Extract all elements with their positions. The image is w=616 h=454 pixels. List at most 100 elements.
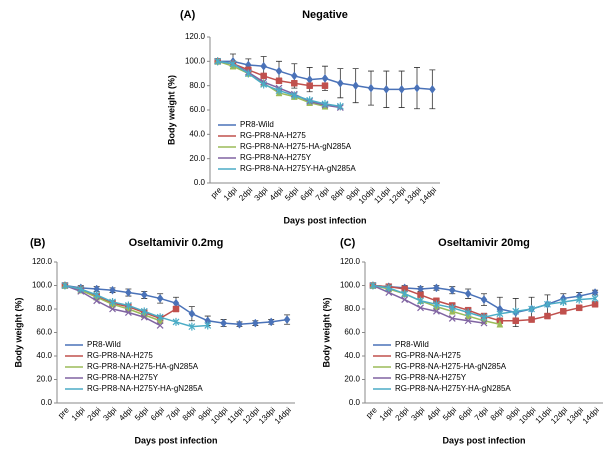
chart-title: Oseltamivir 0.2mg bbox=[129, 237, 224, 249]
data-point bbox=[156, 294, 164, 303]
legend-label: RG-PR8-NA-H275Y-HA-gN285A bbox=[87, 384, 203, 393]
data-point bbox=[401, 296, 409, 304]
y-tick-label: 100.0 bbox=[340, 281, 361, 290]
data-point bbox=[464, 317, 472, 325]
y-tick-label: 120.0 bbox=[32, 257, 53, 266]
x-tick-label: 12dpi bbox=[241, 405, 261, 425]
data-point bbox=[528, 316, 535, 323]
x-axis-label: Days post infection bbox=[283, 215, 366, 225]
y-tick-label: 120.0 bbox=[340, 257, 361, 266]
x-tick-label: 4dpi bbox=[117, 405, 134, 422]
x-tick-label: 10dpi bbox=[357, 185, 377, 205]
data-point bbox=[401, 285, 408, 293]
data-point bbox=[267, 317, 275, 327]
legend-label: PR8-Wild bbox=[87, 340, 121, 349]
x-tick-label: 13dpi bbox=[257, 405, 277, 425]
data-point bbox=[417, 304, 424, 312]
x-tick-label: 8dpi bbox=[329, 185, 346, 202]
chart-title: Negative bbox=[302, 9, 348, 21]
legend-label: RG-PR8-NA-H275 bbox=[395, 351, 461, 360]
x-tick-label: 7dpi bbox=[473, 405, 490, 422]
x-tick-label: 14dpi bbox=[581, 405, 601, 425]
data-point bbox=[429, 84, 436, 94]
data-point bbox=[61, 281, 69, 290]
data-point bbox=[591, 294, 599, 303]
y-tick-label: 0.0 bbox=[41, 398, 53, 407]
data-point bbox=[528, 305, 536, 313]
data-point bbox=[559, 297, 567, 306]
data-point bbox=[417, 296, 424, 305]
x-tick-label: 2dpi bbox=[237, 185, 254, 202]
data-point bbox=[109, 285, 116, 295]
x-tick-label: pre bbox=[56, 405, 71, 420]
data-point bbox=[109, 305, 116, 313]
y-tick-label: 20.0 bbox=[344, 375, 360, 384]
data-point bbox=[575, 304, 583, 312]
data-point bbox=[291, 79, 298, 87]
data-point bbox=[275, 86, 283, 95]
data-point bbox=[291, 71, 298, 81]
data-point bbox=[385, 283, 393, 292]
x-tick-label: 2dpi bbox=[86, 405, 103, 422]
y-tick-label: 40.0 bbox=[36, 351, 52, 360]
data-point bbox=[398, 84, 405, 94]
x-tick-label: 13dpi bbox=[565, 405, 585, 425]
data-point bbox=[77, 285, 85, 294]
x-tick-label: 14dpi bbox=[273, 405, 293, 425]
y-tick-label: 40.0 bbox=[189, 129, 205, 138]
data-point bbox=[275, 77, 283, 85]
legend-label: RG-PR8-NA-H275 bbox=[87, 351, 153, 360]
legend-label: RG-PR8-NA-H275Y-HA-gN285A bbox=[240, 164, 356, 173]
data-point bbox=[260, 80, 268, 89]
data-point bbox=[109, 297, 116, 306]
y-tick-label: 60.0 bbox=[189, 105, 205, 114]
data-point bbox=[544, 312, 551, 320]
x-tick-label: 6dpi bbox=[299, 185, 316, 202]
data-point bbox=[172, 305, 180, 313]
y-tick-label: 100.0 bbox=[32, 281, 53, 290]
y-tick-label: 20.0 bbox=[36, 375, 52, 384]
x-tick-label: 5dpi bbox=[441, 405, 458, 422]
data-point bbox=[140, 290, 148, 300]
data-point bbox=[156, 313, 164, 322]
legend-label: RG-PR8-NA-H275Y-HA-gN285A bbox=[395, 384, 511, 393]
y-axis-label: Body weight (%) bbox=[321, 298, 331, 368]
y-tick-label: 60.0 bbox=[36, 328, 52, 337]
y-tick-label: 100.0 bbox=[185, 56, 206, 65]
x-tick-label: 1dpi bbox=[70, 405, 87, 422]
data-point bbox=[290, 91, 298, 100]
data-point bbox=[275, 66, 283, 76]
data-point bbox=[383, 84, 390, 94]
data-point bbox=[188, 322, 196, 331]
data-point bbox=[124, 309, 132, 316]
x-tick-label: 5dpi bbox=[133, 405, 150, 422]
data-point bbox=[306, 75, 313, 84]
y-tick-label: 60.0 bbox=[344, 328, 360, 337]
y-tick-label: 80.0 bbox=[189, 81, 205, 90]
panel-label: (A) bbox=[180, 9, 196, 21]
data-point bbox=[156, 322, 164, 329]
data-point bbox=[229, 59, 237, 68]
x-tick-label: 4dpi bbox=[425, 405, 442, 422]
x-tick-label: 8dpi bbox=[181, 405, 198, 422]
y-tick-label: 0.0 bbox=[349, 398, 361, 407]
data-point bbox=[448, 314, 456, 322]
data-point bbox=[336, 102, 344, 111]
y-tick-label: 120.0 bbox=[185, 32, 206, 41]
series-line bbox=[372, 284, 485, 324]
x-tick-label: 1dpi bbox=[222, 185, 239, 202]
x-tick-label: 2dpi bbox=[394, 405, 411, 422]
data-point bbox=[236, 319, 243, 329]
data-point bbox=[321, 73, 329, 83]
data-point bbox=[124, 301, 132, 310]
y-axis-label: Body weight (%) bbox=[13, 298, 23, 368]
y-tick-label: 20.0 bbox=[189, 154, 205, 163]
x-tick-label: 6dpi bbox=[457, 405, 474, 422]
data-point bbox=[413, 83, 421, 93]
x-tick-label: 12dpi bbox=[549, 405, 569, 425]
data-point bbox=[260, 72, 267, 80]
data-point bbox=[560, 308, 567, 315]
x-tick-label: 7dpi bbox=[314, 185, 331, 202]
legend-label: PR8-Wild bbox=[395, 340, 429, 349]
